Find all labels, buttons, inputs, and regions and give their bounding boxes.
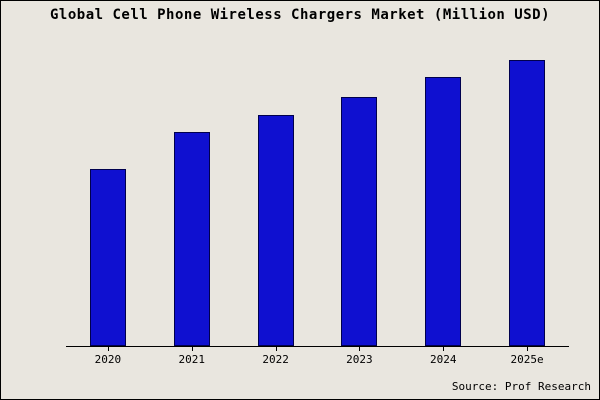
x-axis-tick-2021 bbox=[191, 347, 193, 351]
x-axis-tick-2024 bbox=[443, 347, 445, 351]
plot-area bbox=[66, 46, 569, 351]
x-axis-labels: 2020 2021 2022 2023 2024 2025e bbox=[66, 353, 569, 369]
bar-2020 bbox=[89, 168, 126, 346]
chart-title: Global Cell Phone Wireless Chargers Mark… bbox=[49, 7, 550, 23]
bar-2021 bbox=[173, 131, 210, 346]
x-axis-tick-2022 bbox=[275, 347, 277, 351]
bar-2024 bbox=[425, 77, 462, 346]
x-axis-label-2020: 2020 bbox=[94, 353, 122, 366]
bar-2022 bbox=[257, 114, 294, 346]
x-axis-tick-2023 bbox=[359, 347, 361, 351]
x-axis-tick-2025e bbox=[527, 347, 529, 351]
x-axis-label-2024: 2024 bbox=[430, 353, 457, 366]
bar-2025e bbox=[509, 60, 546, 346]
x-axis-label-2025e: 2025e bbox=[510, 353, 544, 366]
x-axis-label-2022: 2022 bbox=[262, 353, 289, 366]
x-axis-label-2023: 2023 bbox=[346, 353, 373, 366]
bar-2023 bbox=[341, 97, 378, 346]
x-axis-tick-2020 bbox=[107, 347, 109, 351]
source-attribution: Source: Prof Research bbox=[451, 380, 591, 393]
x-axis-label-2021: 2021 bbox=[178, 353, 206, 366]
